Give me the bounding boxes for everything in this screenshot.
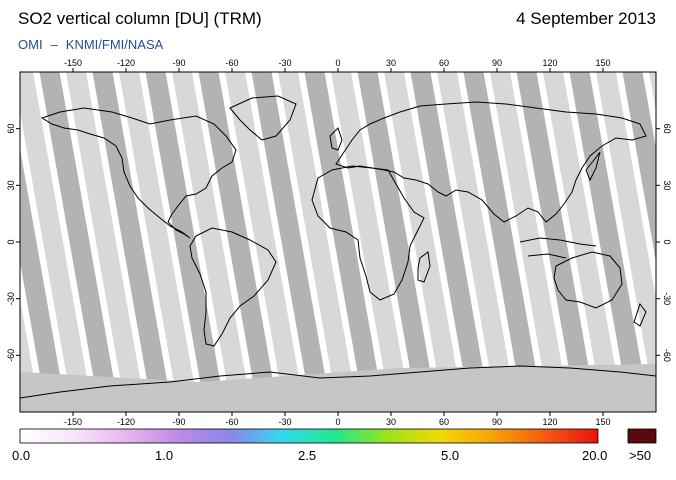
colorbar-label-2: 2.5 <box>298 448 317 463</box>
coastline-greenland <box>229 95 297 141</box>
coastline-japan <box>585 151 601 182</box>
orbit-swath <box>490 72 570 412</box>
coastline-antarctica <box>20 365 656 399</box>
orbit-swath <box>251 72 332 412</box>
lon-tick-label: -90 <box>172 417 185 427</box>
lon-tick-label: -150 <box>64 58 82 68</box>
orbit-swath <box>516 72 597 412</box>
lon-tick-label: -90 <box>172 58 185 68</box>
coastline-britain <box>329 127 343 151</box>
coastline-north-america <box>40 107 237 239</box>
lat-tick-label: 0 <box>6 239 16 244</box>
lat-tick-label: -30 <box>662 292 672 305</box>
orbit-swath <box>20 72 93 412</box>
coastline-layer <box>20 95 656 399</box>
lon-tick-label: 120 <box>542 58 557 68</box>
lon-tick-label: -150 <box>64 417 82 427</box>
orbit-swath <box>410 72 491 412</box>
lat-tick-label: 30 <box>662 180 672 190</box>
orbit-swath <box>198 72 279 412</box>
lon-tick-label: -30 <box>278 417 291 427</box>
coastline-eurasia <box>335 101 647 223</box>
colorbar-overflow-swatch <box>627 428 657 444</box>
lon-tick-label: -120 <box>117 417 135 427</box>
lon-tick-label: 90 <box>492 58 502 68</box>
coastline-new-zealand <box>633 302 647 327</box>
orbit-swath <box>119 72 199 412</box>
lon-tick-label: 60 <box>439 417 449 427</box>
data-source: OMI – KNMI/FMI/NASA <box>18 37 163 52</box>
orbit-swath <box>66 72 146 412</box>
lon-tick-label: -60 <box>225 58 238 68</box>
lon-tick-label: 150 <box>595 58 610 68</box>
orbit-swath <box>331 72 411 412</box>
orbit-swath <box>596 72 656 412</box>
swath-layer <box>20 72 656 412</box>
lon-tick-label: -30 <box>278 58 291 68</box>
colorbar-label-0: 0.0 <box>12 448 31 463</box>
colorbar-label-3: 5.0 <box>441 448 460 463</box>
orbit-swath <box>172 72 252 412</box>
orbit-swath <box>225 72 305 412</box>
source-separator: – <box>50 37 58 52</box>
orbit-swath <box>437 72 517 412</box>
lon-tick-label: 30 <box>386 417 396 427</box>
orbit-swath <box>543 72 623 412</box>
coastline-africa <box>311 165 425 301</box>
lon-tick-label: 60 <box>439 58 449 68</box>
lon-tick-label: -60 <box>225 417 238 427</box>
map-graticule-ticks: -150 -150 -120 -120 -90 -90 -60 -60 -30 -30 0 0 30 30… <box>6 58 672 427</box>
orbit-swath <box>304 72 385 412</box>
lon-tick-label: 30 <box>386 58 396 68</box>
lon-tick-label: 120 <box>542 417 557 427</box>
orbit-swath <box>357 72 438 412</box>
lat-tick-label: 60 <box>662 124 672 134</box>
coastline-indonesia <box>519 237 597 259</box>
orbit-swath <box>649 72 656 112</box>
colorbar-label-1: 1.0 <box>155 448 174 463</box>
source-org: OMI <box>18 37 43 52</box>
coastline-south-america <box>189 227 277 347</box>
orbit-swath <box>39 72 120 412</box>
orbit-swath <box>278 72 358 412</box>
colorbar-overflow-label: >50 <box>629 448 652 463</box>
lon-tick-label: 0 <box>335 417 340 427</box>
colorbar-label-4: 20.0 <box>582 448 608 463</box>
lat-tick-label: 0 <box>662 239 672 244</box>
map-title: SO2 vertical column [DU] (TRM) <box>18 9 262 28</box>
colorbar-gradient <box>19 428 599 444</box>
polar-band <box>20 364 656 412</box>
orbit-swath <box>145 72 226 412</box>
lon-tick-label: -120 <box>117 58 135 68</box>
orbit-swath <box>384 72 464 412</box>
lon-tick-label: 90 <box>492 417 502 427</box>
orbit-swath <box>463 72 544 412</box>
coastline-australia <box>553 251 623 309</box>
coastline-madagascar <box>417 251 431 283</box>
source-institutions: KNMI/FMI/NASA <box>65 37 164 52</box>
lon-tick-label: 150 <box>595 417 610 427</box>
lat-tick-label: 60 <box>6 124 16 134</box>
lat-tick-label: -60 <box>6 349 16 362</box>
lat-tick-label: -30 <box>6 292 16 305</box>
lat-tick-label: -60 <box>662 349 672 362</box>
orbit-swath <box>622 72 656 262</box>
orbit-swath <box>92 72 173 412</box>
orbit-swath <box>20 148 67 412</box>
antarctic-no-data-band <box>20 364 656 412</box>
lon-tick-label: 0 <box>335 58 340 68</box>
map-date: 4 September 2013 <box>516 9 656 28</box>
lat-tick-label: 30 <box>6 180 16 190</box>
